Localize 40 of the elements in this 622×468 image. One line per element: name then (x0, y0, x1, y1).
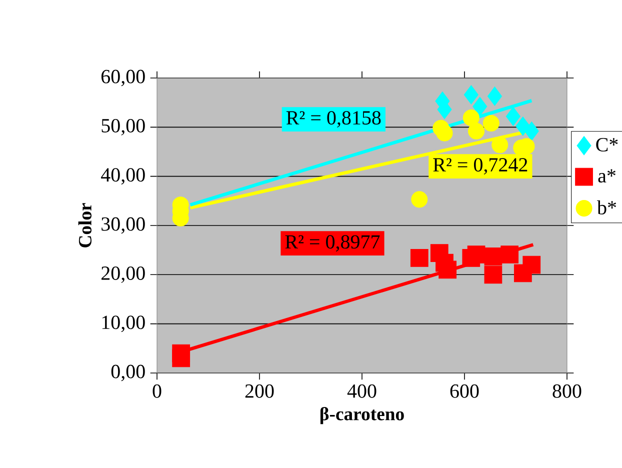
point (484, 266, 502, 284)
point (482, 114, 500, 132)
point (462, 110, 480, 126)
y-tick-label: 50,00 (102, 118, 145, 136)
x-tick-label: 400 (347, 384, 376, 398)
point (472, 96, 488, 116)
legend-label: b* (597, 200, 616, 214)
y-tick-label: 10,00 (102, 316, 145, 332)
y-tick-label: 20,00 (102, 266, 145, 283)
x-axis-title: β-caroteno (320, 407, 404, 424)
y-tick-label: 0,00 (111, 364, 145, 382)
y-tick-label: 60,00 (101, 70, 145, 86)
legend-label: C* (596, 138, 618, 152)
y-tick-label: 30,00 (102, 217, 145, 234)
point (467, 246, 486, 264)
x-tick-label: 600 (450, 384, 479, 398)
series-label: R² = 0,8158 (286, 111, 381, 128)
legend-label: a* (598, 169, 616, 183)
point (410, 249, 428, 267)
point (487, 86, 502, 106)
point (492, 136, 508, 154)
point (484, 248, 502, 266)
point (506, 106, 520, 126)
series-label: R² = 0,7242 (433, 158, 528, 174)
point (172, 344, 190, 362)
x-tick-label: 800 (552, 384, 582, 398)
y-axis-title: Color (78, 203, 92, 248)
y-tick-label: 40,00 (101, 168, 145, 185)
point (464, 85, 478, 104)
point (436, 124, 453, 142)
point (411, 191, 428, 208)
point (524, 121, 539, 141)
x-tick-label: 0 (152, 384, 162, 398)
point (500, 246, 519, 264)
point (516, 116, 530, 136)
point (468, 122, 485, 140)
point (522, 256, 541, 274)
series-label: R² = 0,8977 (285, 235, 380, 252)
point (438, 260, 457, 279)
x-tick-label: 200 (245, 384, 274, 398)
